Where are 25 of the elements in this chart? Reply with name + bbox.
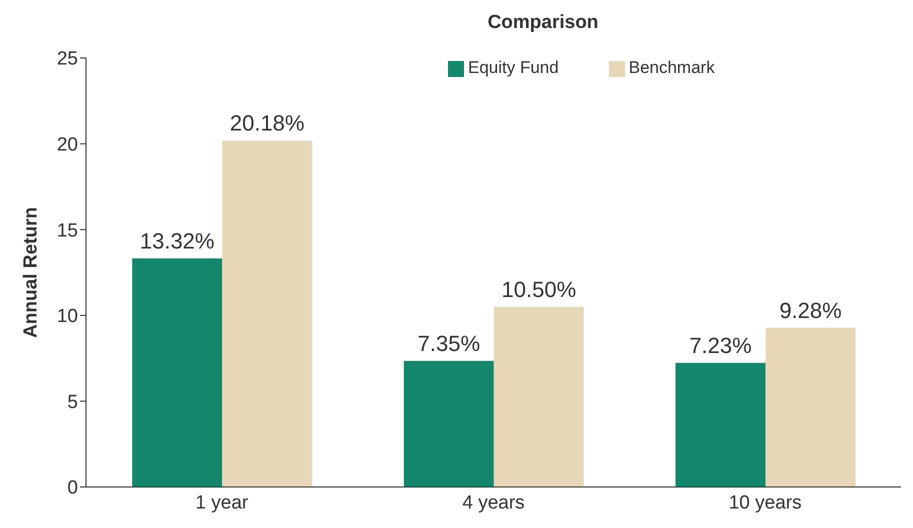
data-label: 10.50% bbox=[502, 276, 576, 302]
bar bbox=[676, 362, 766, 487]
data-label: 13.32% bbox=[140, 228, 214, 254]
legend-label: Benchmark bbox=[628, 58, 715, 77]
data-label: 7.23% bbox=[689, 332, 752, 358]
y-tick-label: 0 bbox=[67, 478, 78, 499]
data-label: 20.18% bbox=[230, 110, 304, 136]
legend-label: Equity Fund bbox=[468, 58, 559, 77]
bar bbox=[222, 140, 312, 487]
x-tick-label: 10 years bbox=[728, 492, 802, 514]
data-label: 9.28% bbox=[779, 298, 842, 323]
x-tick-label: 1 year bbox=[195, 492, 249, 514]
bar bbox=[404, 360, 494, 487]
bar bbox=[494, 306, 584, 487]
y-tick-label: 5 bbox=[67, 392, 78, 413]
bar bbox=[132, 258, 222, 487]
chart-title: Comparison bbox=[488, 12, 598, 33]
x-tick-label: 4 years bbox=[462, 492, 525, 514]
data-label: 7.35% bbox=[418, 330, 480, 356]
y-axis-title: Annual Return bbox=[20, 207, 42, 338]
y-tick-label: 15 bbox=[56, 220, 78, 242]
y-tick-label: 25 bbox=[56, 48, 78, 70]
y-tick-label: 20 bbox=[56, 134, 78, 156]
y-tick-label: 10 bbox=[56, 306, 78, 328]
bar bbox=[766, 328, 856, 487]
